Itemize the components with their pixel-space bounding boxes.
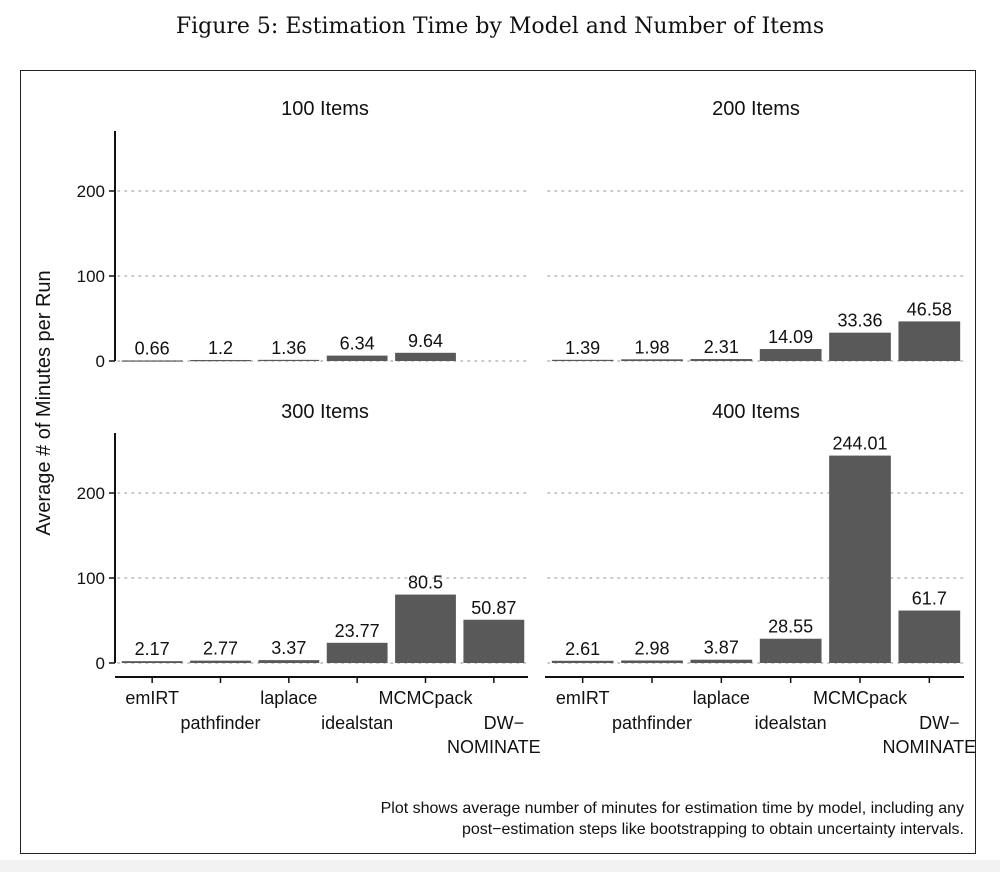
bar [326,355,388,361]
x-tick-label: DW− [484,713,525,733]
bar [121,360,183,362]
data-label: 1.98 [634,337,669,357]
data-label: 0.66 [135,338,170,358]
figure-caption: Plot shows average number of minutes for… [381,798,964,840]
bar [898,610,961,663]
data-label: 46.58 [907,299,952,319]
data-label: 61.7 [912,589,947,609]
bar [190,660,251,663]
bar [463,619,525,663]
bar [395,352,456,361]
x-tick-label: pathfinder [612,713,692,733]
figure-title: Figure 5: Estimation Time by Model and N… [175,14,825,39]
y-tick-label: 0 [96,352,105,371]
bar [690,659,753,663]
x-tick-label: MCMCpack [378,688,473,708]
bar [898,321,961,361]
x-tick-label: NOMINATE [447,737,541,757]
bar [621,359,683,361]
data-label: 3.87 [704,638,739,658]
panel-title: 100 Items [281,98,369,120]
bar [190,359,251,362]
x-tick-label: idealstan [321,713,393,733]
y-tick-label: 200 [77,484,105,503]
y-tick-label: 100 [77,267,105,286]
data-label: 80.5 [408,573,443,593]
x-tick-label: idealstan [755,713,827,733]
bar [121,661,183,663]
figure-frame [20,70,976,854]
data-label: 2.61 [565,639,600,659]
x-tick-label: laplace [693,688,750,708]
data-label: 2.98 [634,638,669,658]
bar [258,660,320,663]
bar [258,359,320,362]
bar [829,455,891,663]
bar [551,359,614,362]
bar [829,332,891,361]
y-tick-label: 0 [96,654,105,673]
data-label: 244.01 [832,434,887,454]
bar [551,660,614,663]
bar [326,642,388,663]
y-tick-label: 100 [77,569,105,588]
bar [395,594,456,663]
panel-title: 300 Items [281,401,369,423]
data-label: 2.31 [704,337,739,357]
caption-line-2: post−estimation steps like bootstrapping… [461,821,964,838]
data-label: 50.87 [471,598,516,618]
data-label: 14.09 [768,327,813,347]
data-label: 6.34 [340,334,375,354]
x-tick-label: emIRT [125,688,179,708]
page-edge [0,860,1000,872]
x-tick-label: NOMINATE [882,737,976,757]
y-tick-label: 200 [77,182,105,201]
bar [690,359,753,361]
data-label: 2.17 [135,639,170,659]
x-tick-label: MCMCpack [813,688,908,708]
bar [759,638,822,663]
x-tick-label: pathfinder [180,713,260,733]
data-label: 33.36 [837,311,882,331]
data-label: 1.2 [208,338,233,358]
bar [621,660,683,663]
x-tick-label: DW− [919,713,960,733]
bar [759,349,822,361]
panel-title: 200 Items [712,98,800,120]
data-label: 1.36 [271,338,306,358]
y-axis-title: Average # of Minutes per Run [33,270,55,535]
data-label: 1.39 [565,338,600,358]
data-label: 2.77 [203,639,238,659]
data-label: 9.64 [408,331,443,351]
panel-title: 400 Items [712,401,800,423]
x-tick-label: laplace [260,688,317,708]
x-tick-label: emIRT [556,688,610,708]
data-label: 23.77 [335,621,380,641]
caption-line-1: Plot shows average number of minutes for… [380,800,964,817]
data-label: 3.37 [271,638,306,658]
data-label: 28.55 [768,617,813,637]
